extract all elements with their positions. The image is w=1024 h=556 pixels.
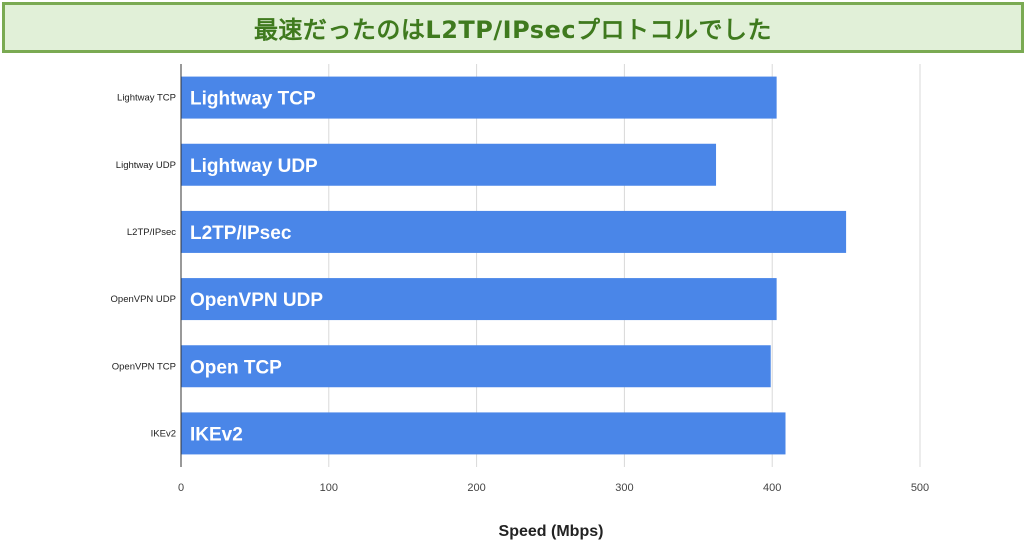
y-category-label: IKEv2 <box>151 428 176 439</box>
x-tick-label: 200 <box>467 482 485 494</box>
bar <box>181 345 771 388</box>
y-category-label: OpenVPN TCP <box>112 361 176 372</box>
bar <box>181 143 717 186</box>
bar <box>181 76 777 119</box>
bar-label: Lightway TCP <box>190 89 316 110</box>
bar-label: L2TP/IPsec <box>190 223 292 244</box>
bar-label: IKEv2 <box>190 424 243 445</box>
x-tick-label: 0 <box>178 482 184 494</box>
y-category-label: OpenVPN UDP <box>111 294 176 305</box>
y-category-label: L2TP/IPsec <box>127 227 176 238</box>
bar <box>181 412 786 455</box>
x-tick-label: 500 <box>911 482 929 494</box>
banner-title: 最速だったのはL2TP/IPsecプロトコルでした <box>253 16 773 44</box>
grid-lines <box>328 64 921 467</box>
bars: Lightway TCP Lightway UDP L2TP/IPsec OpenVP… <box>181 76 847 455</box>
x-axis-title: Speed (Mbps) <box>499 523 604 540</box>
bar <box>181 278 777 321</box>
x-tick-label: 400 <box>763 482 781 494</box>
bar <box>181 210 847 253</box>
bar-label: Lightway UDP <box>190 156 318 177</box>
title-banner: 最速だったのはL2TP/IPsecプロトコルでした <box>2 2 1024 53</box>
y-category-label: Lightway TCP <box>117 93 176 104</box>
x-axis-tick-labels: 0 100 200 300 400 500 <box>178 482 929 494</box>
y-category-label: Lightway UDP <box>116 160 176 171</box>
x-tick-label: 300 <box>615 482 633 494</box>
bar-label: Open TCP <box>190 357 282 378</box>
bar-label: OpenVPN UDP <box>190 290 323 311</box>
y-axis-category-labels: Lightway TCP Lightway UDP L2TP/IPsec OpenVP… <box>111 93 177 440</box>
x-tick-label: 100 <box>320 482 338 494</box>
